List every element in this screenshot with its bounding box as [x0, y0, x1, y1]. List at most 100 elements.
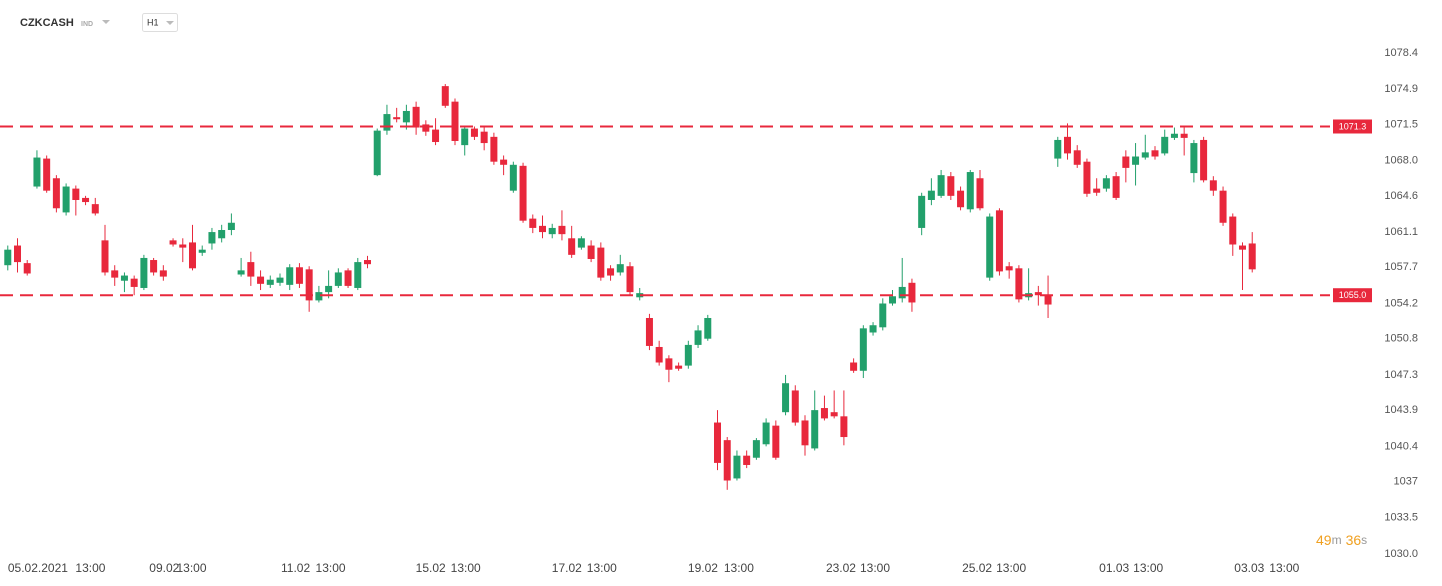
- candle-body: [840, 416, 848, 438]
- candle-body: [1248, 243, 1256, 270]
- candle-body: [558, 225, 566, 235]
- candle-body: [1190, 143, 1198, 174]
- candle-body: [120, 275, 128, 281]
- candle-body: [801, 420, 809, 446]
- candle-body: [714, 422, 721, 463]
- y-tick-label: 1043.9: [1384, 404, 1418, 416]
- candle-body: [393, 117, 401, 120]
- candle-body: [422, 124, 430, 132]
- candle-body: [597, 247, 605, 278]
- candle-body: [101, 240, 109, 273]
- candle-body: [451, 101, 459, 141]
- candle-body: [364, 260, 371, 265]
- market[interactable]: IND: [81, 21, 93, 28]
- interval-box[interactable]: [142, 13, 178, 32]
- candle-body: [1122, 156, 1130, 168]
- candle-body: [315, 292, 323, 301]
- candle-body: [169, 240, 177, 245]
- candle-body: [811, 410, 819, 449]
- candle-body: [150, 260, 158, 273]
- candle-body: [976, 178, 984, 209]
- candle-body: [743, 455, 751, 465]
- candle-body: [43, 158, 51, 191]
- seconds-unit: s: [1361, 533, 1367, 547]
- candle-body: [791, 390, 799, 423]
- candle-body: [23, 263, 31, 274]
- seconds: 36: [1346, 532, 1362, 548]
- candle-body: [218, 230, 226, 239]
- candle-body: [607, 268, 615, 276]
- minutes: 49: [1316, 532, 1332, 548]
- candle-body: [1093, 188, 1101, 193]
- candle-body: [1015, 268, 1023, 300]
- candle-body: [383, 114, 391, 131]
- candle-body: [52, 178, 60, 209]
- x-tick-label: 13:00: [75, 561, 105, 575]
- y-tick-label: 1068.0: [1384, 155, 1418, 167]
- candle-body: [636, 293, 644, 298]
- candle-body: [995, 210, 1003, 272]
- candle-body: [1044, 295, 1052, 305]
- candle-body: [1112, 176, 1120, 198]
- candle-body: [14, 245, 21, 263]
- candle-body: [519, 165, 527, 221]
- candle-body: [937, 175, 945, 196]
- candle-body: [927, 190, 935, 200]
- y-tick-label: 1040.4: [1384, 440, 1418, 452]
- candle-body: [898, 286, 906, 299]
- candle-body: [733, 455, 741, 479]
- candle-body: [869, 325, 877, 333]
- candle-body: [1054, 139, 1062, 159]
- candle-body: [966, 172, 974, 210]
- x-tick-label: 13:00: [316, 561, 346, 575]
- symbol[interactable]: CZKCASH: [20, 17, 74, 29]
- candle-body: [1229, 216, 1237, 245]
- candle-body: [568, 238, 576, 255]
- y-tick-label: 1037: [1394, 475, 1418, 487]
- candle-body: [286, 267, 294, 285]
- x-tick-label: 01.03: [1099, 561, 1129, 575]
- y-tick-label: 1057.7: [1384, 261, 1418, 273]
- candle-body: [859, 328, 867, 371]
- candle-body: [1219, 190, 1227, 223]
- candle-body: [189, 242, 196, 269]
- candle-body: [1161, 136, 1169, 154]
- candle-body: [432, 129, 440, 143]
- interval[interactable]: H1: [147, 17, 159, 27]
- y-tick-label: 1054.2: [1384, 297, 1418, 309]
- x-tick-label: 25.02: [962, 561, 992, 575]
- candle-body: [577, 238, 585, 248]
- candle-body: [820, 408, 828, 419]
- candle-body: [850, 362, 858, 371]
- x-tick-label: 13:00: [1133, 561, 1163, 575]
- candle-body: [1141, 152, 1149, 158]
- candle-body: [684, 344, 692, 366]
- candle-body: [4, 249, 12, 266]
- candle-body: [1034, 292, 1042, 296]
- candle-body: [752, 440, 760, 458]
- x-tick-label: 11.02: [281, 561, 310, 575]
- x-tick-label: 13:00: [587, 561, 617, 575]
- y-tick-label: 1033.5: [1384, 512, 1418, 524]
- candle-body: [539, 225, 546, 233]
- candle-body: [675, 365, 683, 369]
- candle-body: [1073, 150, 1081, 165]
- candle-body: [616, 264, 624, 273]
- candle-body: [1102, 178, 1110, 189]
- candle-body: [257, 276, 265, 284]
- x-tick-label: 09.02: [149, 561, 179, 575]
- y-tick-label: 1061.1: [1384, 226, 1418, 238]
- candle-body: [373, 130, 381, 176]
- dropdown-arrow[interactable]: [102, 20, 110, 24]
- candle-body: [490, 136, 498, 162]
- y-tick-label: 1050.8: [1384, 333, 1418, 345]
- candle-body: [72, 188, 80, 200]
- dropdown-arrow[interactable]: [166, 21, 174, 25]
- level-label: 1055.0: [1339, 290, 1367, 300]
- x-tick-label: 05.02.2021: [8, 561, 68, 575]
- y-tick-label: 1030.0: [1384, 548, 1418, 560]
- candle-body: [626, 266, 634, 293]
- candle-body: [1170, 133, 1178, 138]
- y-tick-label: 1078.4: [1384, 47, 1418, 59]
- candle-body: [1005, 266, 1013, 271]
